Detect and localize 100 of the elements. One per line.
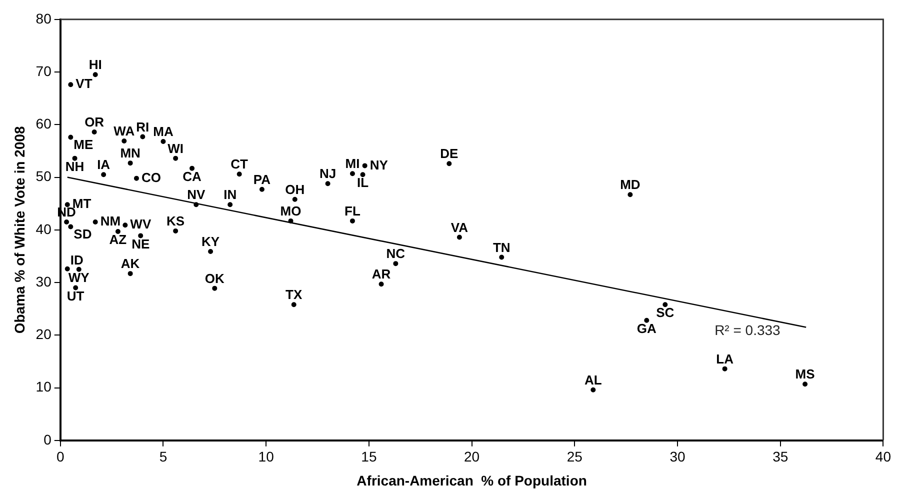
data-label: ME (74, 136, 94, 152)
point (288, 218, 294, 224)
data-label: MS (795, 366, 816, 382)
y-tick-label: 70 (36, 62, 52, 79)
point (393, 261, 398, 266)
data-label: CA (182, 168, 202, 184)
point (325, 181, 330, 186)
x-tick-label: 0 (56, 448, 64, 465)
data-label: NH (65, 158, 84, 174)
y-tick-label: 0 (44, 431, 52, 448)
data-label: WA (114, 124, 136, 139)
data-label: RI (136, 119, 150, 134)
y-tick-label: 40 (36, 220, 52, 237)
point (236, 172, 242, 177)
data-label: HI (88, 57, 102, 72)
point (68, 134, 74, 140)
point (101, 172, 106, 178)
point (92, 130, 97, 135)
data-label: NY (370, 157, 388, 172)
x-tick-label: 35 (772, 448, 788, 465)
x-axis-title: African-American % of Population (356, 472, 587, 488)
point (134, 176, 139, 181)
y-tick-label: 30 (36, 273, 52, 290)
data-label: CO (141, 170, 161, 185)
point (92, 220, 98, 225)
data-label: NJ (319, 166, 336, 182)
data-label: PA (253, 172, 272, 187)
data-label: SC (656, 305, 675, 320)
data-label: MD (620, 177, 640, 192)
x-tick-label: 20 (464, 448, 480, 465)
data-label: ID (70, 252, 84, 268)
data-label: TN (492, 240, 510, 255)
data-label: DE (440, 146, 459, 162)
point (160, 138, 166, 144)
y-tick-label: 80 (36, 10, 52, 26)
data-label: MA (153, 124, 174, 140)
point (212, 286, 218, 291)
y-tick-label: 10 (36, 378, 52, 395)
point (173, 156, 178, 161)
point (173, 228, 178, 234)
x-tick-label: 15 (361, 448, 377, 465)
data-label: MI (345, 156, 360, 172)
data-label: FL (344, 204, 360, 219)
x-tick-label: 10 (258, 448, 274, 465)
data-label: WY (68, 270, 90, 285)
x-tick-label: 5 (159, 448, 168, 465)
point (194, 202, 199, 208)
data-label: NE (132, 236, 150, 252)
data-label: VA (450, 220, 469, 235)
point (644, 318, 650, 323)
data-label: OR (84, 114, 105, 130)
point (64, 266, 70, 272)
y-tick-label: 20 (36, 326, 52, 342)
point (228, 202, 233, 208)
data-label: AZ (109, 232, 127, 248)
point (499, 254, 504, 260)
point (73, 285, 78, 290)
point (291, 302, 296, 308)
point (122, 222, 128, 228)
data-label: GA (636, 320, 658, 336)
point (140, 134, 146, 140)
data-label: CT (230, 156, 248, 172)
data-label: KS (166, 214, 185, 229)
point (76, 266, 82, 272)
point (208, 248, 214, 254)
point (662, 302, 668, 308)
data-label: AL (584, 372, 602, 388)
point (722, 366, 728, 372)
point (456, 234, 462, 240)
data-label: VT (76, 76, 92, 92)
point (115, 228, 120, 234)
data-label: AK (120, 256, 140, 272)
point (292, 196, 298, 202)
annotation: R² = 0.333 (714, 322, 781, 338)
point (350, 218, 355, 224)
x-tick-label: 30 (670, 448, 686, 465)
point (128, 160, 133, 166)
data-label: SD (74, 226, 92, 242)
point (190, 166, 195, 171)
data-label: WI (168, 140, 184, 156)
data-label: IL (356, 175, 369, 190)
point (378, 282, 384, 287)
point (360, 172, 366, 178)
data-label: UT (66, 288, 84, 304)
data-label: WV (130, 216, 152, 232)
point (122, 138, 127, 144)
y-tick-label: 60 (36, 116, 52, 132)
point (628, 192, 633, 198)
data-label: IN (224, 187, 237, 202)
point (138, 233, 144, 238)
y-tick-label: 50 (36, 168, 52, 184)
point (446, 161, 452, 166)
x-tick-label: 25 (566, 448, 583, 465)
point (72, 156, 78, 161)
data-label: KY (202, 234, 220, 250)
point (362, 163, 368, 168)
data-label: AR (372, 266, 392, 282)
data-label: MO (280, 204, 302, 219)
x-tick-label: 40 (875, 448, 892, 465)
point (128, 271, 133, 276)
